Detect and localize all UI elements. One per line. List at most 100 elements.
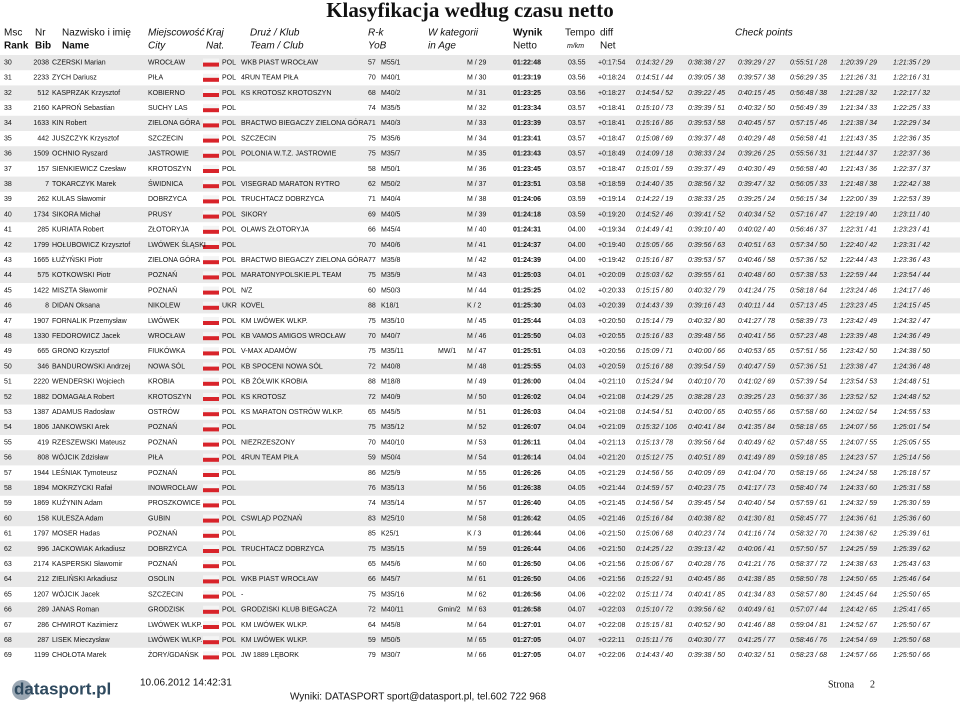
cell: 03.57 [568,166,586,173]
cell: RZESZEWSKI Mateusz [52,439,126,446]
cell: 04.07 [568,652,586,659]
cell: +0:20:56 [598,348,626,355]
flag-red [203,397,219,401]
cell: +0:20:09 [598,272,626,279]
cell: 0:15:22 / 91 [636,576,673,583]
cell: 01:26:44 [513,531,541,538]
cell: ZŁOTORYJA [148,227,189,234]
table-row: 69 1199 CHOŁOTA Marek ŻORY/GDAŃSK POL JW 1889… [4,650,930,660]
cell: M / 64 [467,622,487,629]
cell: 1:24:45 / 64 [840,591,877,598]
flag-red [203,108,219,113]
header-label: diff [600,28,613,39]
cell: KUŹYNIN Adam [52,498,103,507]
cell: 70 [368,75,376,82]
cell: +0:18:47 [598,166,626,173]
cell: M45/7 [381,576,401,583]
cell: POL [222,500,236,507]
cell: K18/1 [381,303,399,310]
cell: 01:27:05 [513,652,541,659]
cell: 1:23:11 / 40 [893,211,930,218]
cell: 04.04 [568,424,586,431]
flag-white [203,438,219,443]
cell: 04.01 [568,272,586,279]
cell: 70 [368,439,376,446]
cell: CHOŁOTA Marek [52,652,107,659]
cell: CSWLĄD POZNAŃ [241,513,302,522]
cell: PRUSY [148,211,172,218]
flag-white [203,89,219,93]
cell: 65 [368,409,376,416]
cell: M50/5 [381,637,401,644]
cell: 158 [37,515,49,522]
cell: 60 [4,515,12,522]
header-label: Wynik [513,28,543,39]
cell: 0:41:27 / 78 [738,318,775,325]
cell: MARATONYPOLSKIE.PL TEAM [241,272,342,279]
cell: 01:26:58 [513,607,541,614]
cell: M / 43 [467,272,487,279]
cell: +0:21:50 [598,531,626,538]
cell: 01:26:02 [513,394,541,401]
cell: 1199 [34,652,49,659]
flag-red [203,655,219,660]
cell: 0:55:51 / 28 [790,59,827,66]
cell: 0:39:16 / 43 [688,303,725,310]
cell: 0:40:46 / 58 [738,257,775,264]
table-row: 61 1797 MOSER Hadas POZNAŃ POL 85 K25/1 K / 3 01… [4,529,930,538]
cell: KROTOSZYN [148,166,191,173]
cell: 65 [368,561,376,568]
cell: SZCZECIN [241,135,276,142]
flag-red [203,169,219,173]
cell: 0:41:21 / 76 [738,561,775,568]
cell: M / 53 [467,439,487,446]
cell: 0:14:43 / 40 [636,652,673,659]
cell: 0:15:08 / 69 [636,135,673,142]
cell: 59 [4,500,12,507]
table-row: 54 1806 JANKOWSKI Arek POZNAŃ POL 75 M35/12 M /… [0,419,960,435]
cell: 0:14:54 / 51 [636,409,673,416]
cell: 0:39:48 / 56 [688,333,725,340]
cell: POL [222,211,236,218]
cell: POL [222,120,236,127]
cell: 0:15:15 / 80 [636,287,673,294]
cell: 0:14:29 / 25 [636,394,673,401]
header-label: Kraj [206,28,225,39]
cell: 85 [368,531,376,538]
cell: POL [222,424,236,431]
cell: 1:25:50 / 68 [893,637,930,644]
cell: N/Z [241,287,253,294]
cell: M / 34 [467,135,487,142]
cell: 0:40:11 / 44 [738,303,775,310]
cell: ZYCH Dariusz [52,75,97,82]
cell: 0:15:13 / 78 [636,439,673,446]
cell: 0:39:26 / 25 [738,151,775,158]
row-shade [0,511,960,527]
flag-white [203,393,219,397]
cell: M50/4 [381,455,401,462]
cell: 65 [4,591,12,598]
cell: M35/14 [381,500,404,507]
cell: 0:15:24 / 94 [636,379,673,386]
cell: WÓJCIK Zdzisław [52,453,109,462]
cell: 4RUN TEAM PIŁA [241,455,299,462]
cell: PIŁA [148,75,164,82]
cell: M18/8 [381,379,401,386]
cell: 01:26:50 [513,576,541,583]
cell: 1:22:53 / 39 [893,196,930,203]
flag-white [203,529,219,534]
cell: 03.55 [568,59,586,66]
cell: M45/8 [381,622,401,629]
cell: 0:58:57 / 80 [790,591,827,598]
cell: M50/2 [381,181,401,188]
cell: 0:14:51 / 44 [636,75,673,82]
cell: V-MAX ADAMÓW [241,346,297,355]
cell: 1330 [33,333,49,340]
cell: 75 [368,591,376,598]
cell: +0:21:20 [598,455,626,462]
cell: 04.05 [568,470,586,477]
cell: 0:15:11 / 76 [636,637,673,644]
cell: 0:15:03 / 62 [636,272,673,279]
cell: 1:24:36 / 48 [893,363,930,370]
cell: POL [222,227,236,234]
